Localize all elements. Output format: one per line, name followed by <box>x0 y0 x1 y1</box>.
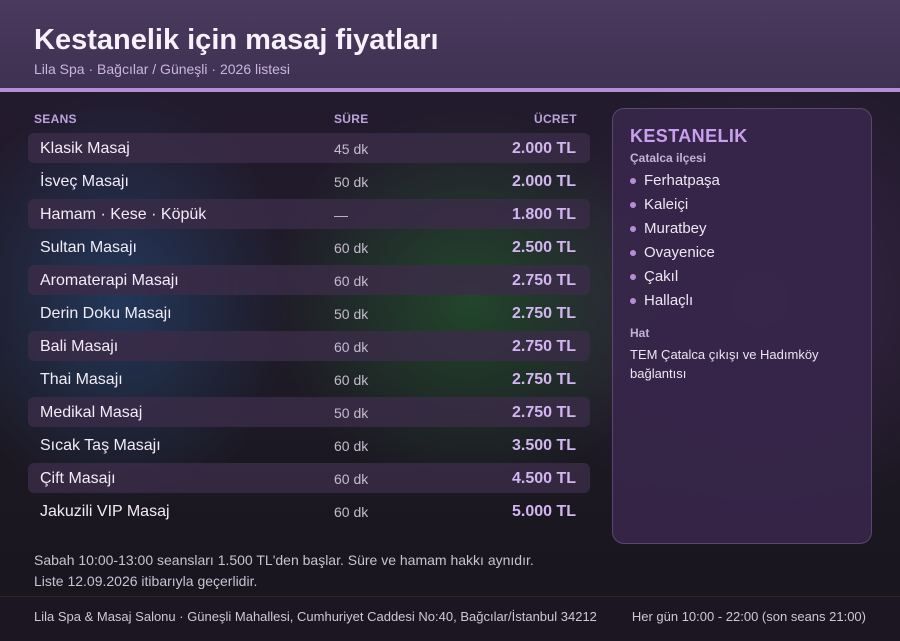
page-title: Kestanelik için masaj fiyatları <box>34 24 439 56</box>
session-duration: 50 dk <box>334 174 369 190</box>
table-row: Medikal Masaj 50 dk 2.750 TL <box>28 397 590 427</box>
session-duration: 60 dk <box>334 240 369 256</box>
list-item: Çakıl <box>630 267 720 291</box>
session-duration: 60 dk <box>334 504 369 520</box>
page-header: Kestanelik için masaj fiyatları Lila Spa… <box>0 0 900 92</box>
session-name: Derin Doku Masajı <box>40 305 172 322</box>
session-name: Sıcak Taş Masajı <box>40 437 161 454</box>
session-price: 5.000 TL <box>511 503 576 520</box>
session-price: 4.500 TL <box>511 470 576 487</box>
table-row: Derin Doku Masajı 50 dk 2.750 TL <box>28 298 590 328</box>
table-row: Klasik Masaj 45 dk 2.000 TL <box>28 133 590 163</box>
place-name: Kaleiçi <box>644 196 689 213</box>
location-title: KESTANELIK <box>630 126 748 146</box>
session-duration: 45 dk <box>334 141 369 157</box>
list-item: Ovayenice <box>630 243 720 267</box>
session-price: 2.750 TL <box>511 404 576 421</box>
session-price: 1.800 TL <box>511 206 576 223</box>
place-name: Hallaçlı <box>644 292 694 309</box>
table-row: Çift Masajı 60 dk 4.500 TL <box>28 463 590 493</box>
table-row: Thai Masajı 60 dk 2.750 TL <box>28 364 590 394</box>
session-name: Medikal Masaj <box>40 404 143 421</box>
session-duration: 60 dk <box>334 339 369 355</box>
session-name: Hamam · Kese · Köpük <box>40 206 207 223</box>
list-item: Ferhatpaşa <box>630 171 720 195</box>
session-name: İsveç Masajı <box>40 173 129 190</box>
route-text: TEM Çatalca çıkışı ve Hadımköy bağlantıs… <box>630 347 819 381</box>
place-name: Ovayenice <box>644 244 715 261</box>
bullet-dot-icon <box>630 178 636 184</box>
bullet-dot-icon <box>630 250 636 256</box>
session-price: 2.000 TL <box>511 140 576 157</box>
session-price: 2.750 TL <box>511 338 576 355</box>
session-name: Çift Masajı <box>40 470 116 487</box>
session-price: 3.500 TL <box>511 437 576 454</box>
session-name: Thai Masajı <box>40 371 123 388</box>
session-name: Sultan Masajı <box>40 239 137 256</box>
place-name: Çakıl <box>644 268 679 285</box>
session-price: 2.000 TL <box>511 173 576 190</box>
location-district: Çatalca ilçesi <box>630 151 707 165</box>
validity-note: Liste 12.09.2026 itibarıyla geçerlidir. <box>34 573 258 589</box>
price-note: Sabah 10:00-13:00 seansları 1.500 TL'den… <box>34 552 534 568</box>
table-row: Sultan Masajı 60 dk 2.500 TL <box>28 232 590 262</box>
session-duration: 60 dk <box>334 438 369 454</box>
bullet-dot-icon <box>630 274 636 280</box>
table-row: Bali Masajı 60 dk 2.750 TL <box>28 331 590 361</box>
table-row: Sıcak Taş Masajı 60 dk 3.500 TL <box>28 430 590 460</box>
session-name: Bali Masajı <box>40 338 119 355</box>
bullet-dot-icon <box>630 226 636 232</box>
place-name: Muratbey <box>644 220 707 237</box>
list-item: Muratbey <box>630 219 720 243</box>
session-name: Klasik Masaj <box>40 140 130 157</box>
session-duration: 50 dk <box>334 306 369 322</box>
session-duration: 60 dk <box>334 471 369 487</box>
list-item: Kaleiçi <box>630 195 720 219</box>
location-panel: KESTANELIK Çatalca ilçesi Ferhatpaşa Kal… <box>612 108 872 544</box>
page-subtitle: Lila Spa · Bağcılar / Güneşli · 2026 lis… <box>34 61 291 77</box>
session-name: Aromaterapi Masajı <box>40 272 179 289</box>
footer-hours: Her gün 10:00 - 22:00 (son seans 21:00) <box>631 609 866 624</box>
session-duration: — <box>334 207 348 223</box>
session-duration: 60 dk <box>334 372 369 388</box>
session-price: 2.750 TL <box>511 272 576 289</box>
column-header-session: SEANS <box>34 112 77 126</box>
column-header-duration: SÜRE <box>334 112 369 126</box>
session-duration: 60 dk <box>334 273 369 289</box>
footer-address: Lila Spa & Masaj Salonu · Güneşli Mahall… <box>34 609 597 624</box>
place-name: Ferhatpaşa <box>644 172 720 189</box>
list-item: Hallaçlı <box>630 291 720 315</box>
session-name: Jakuzili VIP Masaj <box>40 503 170 520</box>
column-header-price: ÜCRET <box>534 112 577 126</box>
route-label: Hat <box>630 326 650 340</box>
session-price: 2.750 TL <box>511 371 576 388</box>
table-row: Hamam · Kese · Köpük — 1.800 TL <box>28 199 590 229</box>
session-price: 2.750 TL <box>511 305 576 322</box>
session-price: 2.500 TL <box>511 239 576 256</box>
bullet-dot-icon <box>630 202 636 208</box>
table-row: Jakuzili VIP Masaj 60 dk 5.000 TL <box>28 496 590 526</box>
table-row: Aromaterapi Masajı 60 dk 2.750 TL <box>28 265 590 295</box>
place-list: Ferhatpaşa Kaleiçi Muratbey Ovayenice Ça… <box>630 171 720 315</box>
page-footer: Lila Spa & Masaj Salonu · Güneşli Mahall… <box>0 596 900 641</box>
bullet-dot-icon <box>630 298 636 304</box>
table-row: İsveç Masajı 50 dk 2.000 TL <box>28 166 590 196</box>
session-duration: 50 dk <box>334 405 369 421</box>
